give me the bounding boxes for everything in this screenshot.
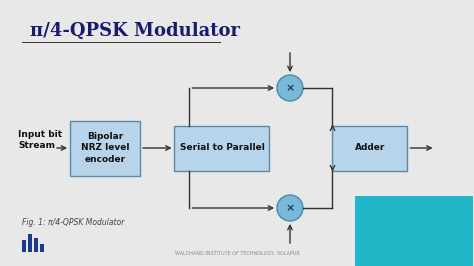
Text: ×: × (285, 83, 295, 93)
Bar (174, 126, 270, 171)
Bar (22, 240, 26, 252)
Bar (34, 238, 38, 252)
Text: Serial to Parallel: Serial to Parallel (180, 143, 264, 152)
Bar (355, 196, 473, 266)
Text: ×: × (285, 203, 295, 213)
Text: WALCHAND INSTITUTE OF TECHNOLOGY, SOLAPUR: WALCHAND INSTITUTE OF TECHNOLOGY, SOLAPU… (174, 251, 300, 256)
Text: Bipolar
NRZ level
encoder: Bipolar NRZ level encoder (81, 132, 129, 164)
Text: π/4-QPSK Modulator: π/4-QPSK Modulator (30, 22, 240, 40)
Circle shape (277, 195, 303, 221)
Text: Input bit
Stream: Input bit Stream (18, 130, 62, 150)
Bar (40, 244, 44, 252)
Circle shape (277, 75, 303, 101)
Bar (70, 120, 140, 176)
Bar (28, 234, 32, 252)
Text: Adder: Adder (355, 143, 385, 152)
Bar (332, 126, 408, 171)
Text: Fig. 1: π/4-QPSK Modulator: Fig. 1: π/4-QPSK Modulator (22, 218, 124, 227)
